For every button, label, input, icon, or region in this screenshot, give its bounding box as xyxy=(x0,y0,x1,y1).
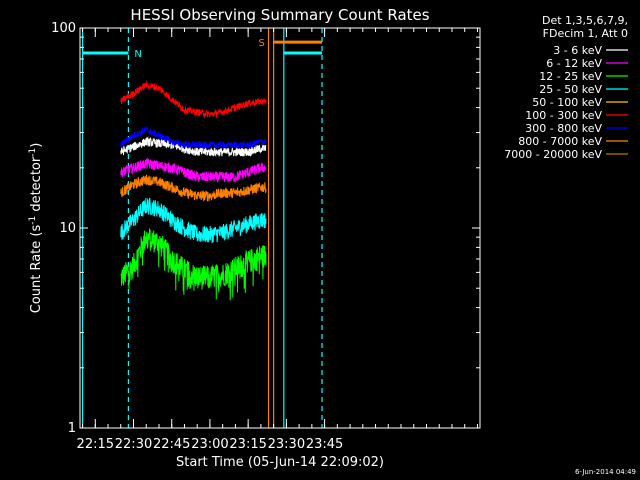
footer-date: 6-Jun-2014 04:49 xyxy=(575,468,636,476)
y-tick-label: 10 xyxy=(59,221,76,236)
legend-label: 3 - 6 keV xyxy=(553,44,602,57)
y-axis-label-post: ) xyxy=(29,143,44,148)
legend-header-line-2: FDecim 1, Att 0 xyxy=(543,27,628,40)
x-tick-label: 23:15 xyxy=(229,437,266,452)
y-axis-label-sup2: -1 xyxy=(28,148,38,157)
x-tick-label: 23:30 xyxy=(268,437,305,452)
x-axis-label: Start Time (05-Jun-14 22:09:02) xyxy=(176,455,384,470)
legend-label: 800 - 7000 keV xyxy=(518,135,602,148)
series-line xyxy=(120,228,267,301)
series-line xyxy=(120,80,267,119)
legend-label: 7000 - 20000 keV xyxy=(504,148,602,161)
series-line xyxy=(120,197,267,244)
series-line xyxy=(120,157,267,184)
legend-label: 50 - 100 keV xyxy=(532,96,602,109)
saa-annotation: S xyxy=(259,38,265,49)
legend-label: 6 - 12 keV xyxy=(546,57,602,70)
legend-header-line-1: Det 1,3,5,6,7,9, xyxy=(542,14,628,27)
series-line xyxy=(120,136,267,158)
series-line xyxy=(120,174,267,202)
chart-title: HESSI Observing Summary Count Rates xyxy=(130,6,429,24)
x-tick-label: 22:45 xyxy=(153,437,190,452)
x-tick-label: 23:00 xyxy=(191,437,228,452)
y-tick-label: 1 xyxy=(68,421,76,436)
legend-label: 12 - 25 keV xyxy=(539,70,602,83)
legend-label: 300 - 800 keV xyxy=(525,122,602,135)
y-axis-label: Count Rate (s-1 detector-1) xyxy=(28,143,44,314)
x-axis-ticks: 22:15 22:30 22:45 23:00 23:15 23:30 23:45 xyxy=(77,28,478,452)
y-axis-ticks: 1 10 100 xyxy=(51,21,480,436)
legend: Det 1,3,5,6,7,9, FDecim 1, Att 0 3 - 6 k… xyxy=(504,14,628,161)
legend-label: 100 - 300 keV xyxy=(525,109,602,122)
y-tick-label: 100 xyxy=(51,21,76,36)
y-axis-label-pre: Count Rate (s xyxy=(29,225,44,314)
x-tick-label: 22:30 xyxy=(115,437,152,452)
x-tick-label: 22:15 xyxy=(77,437,114,452)
legend-label: 25 - 50 keV xyxy=(539,83,602,96)
y-axis-label-mid: detector xyxy=(29,156,44,216)
plot-area: NS xyxy=(81,28,323,428)
y-axis-label-sup1: -1 xyxy=(28,216,38,225)
x-tick-label: 23:45 xyxy=(306,437,343,452)
night-annotation: N xyxy=(134,49,141,60)
series-line xyxy=(120,125,267,151)
